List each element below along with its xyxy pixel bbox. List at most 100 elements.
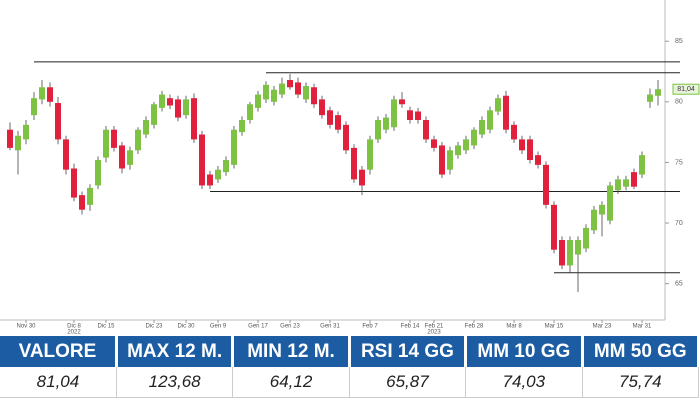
candle-body [631,172,637,187]
candle-body [319,99,325,116]
x-tick-label: Feb 28 [465,324,484,330]
candle-body [63,139,69,170]
candle-body [647,94,653,102]
candle-body [455,145,461,156]
x-year-label: 2023 [427,330,441,336]
candle-body [399,99,405,105]
table-cell: 64,12 [232,367,350,398]
header-cell: MAX 12 M. [116,336,235,367]
candle-body [367,139,373,170]
candle-body [407,110,413,120]
candle-body [343,124,349,151]
table-cell: 75,74 [582,367,700,398]
candle-body [207,174,213,186]
stats-table: VALORE MAX 12 M. MIN 12 M. RSI 14 GG MM 10 G… [0,336,700,398]
y-tick-label: 65 [675,280,683,287]
x-tick-label: Gen 31 [320,324,340,330]
candle-body [423,120,429,140]
candle-body [463,139,469,151]
candle-body [55,103,61,140]
candle-body [655,89,661,96]
y-tick-label: 70 [675,220,683,227]
header-cell: VALORE [0,336,118,367]
candle-body [111,129,117,148]
x-tick-label: Gen 17 [248,324,268,330]
candle-body [543,164,549,205]
candle-body [439,145,445,175]
candle-body [247,104,253,120]
candle-body [47,87,53,102]
candle-body [351,147,357,180]
candle-body [479,120,485,135]
candle-body [239,120,245,133]
table-row: 81,04 123,68 64,12 65,87 74,03 75,74 [0,367,700,398]
x-tick-label: Gen 23 [280,324,300,330]
y-tick-label: 75 [675,159,683,166]
candle-body [279,83,285,95]
candle-body [503,95,509,130]
x-tick-label: Dic 15 [97,324,115,330]
candle-body [551,204,557,250]
candle-body [375,120,381,140]
candle-body [335,115,341,130]
x-tick-label: Mar 15 [545,324,564,330]
candle-body [79,195,85,210]
candle-body [511,124,517,140]
candle-body [623,179,629,187]
x-tick-label: Feb 14 [401,324,420,330]
header-row: VALORE MAX 12 M. MIN 12 M. RSI 14 GG MM 10 G… [0,336,700,367]
candle-body [607,185,613,221]
x-tick-label: Dic 23 [145,324,163,330]
candle-body [231,129,237,165]
candle-body [135,129,141,151]
candle-body [495,98,501,112]
candle-body [175,99,181,118]
candle-body [303,86,309,100]
x-tick-label: Mar 23 [593,324,612,330]
candle-body [199,134,205,186]
candle-body [415,111,421,120]
candle-body [311,87,317,105]
candle-body [15,135,21,151]
table-body: 81,04 123,68 64,12 65,87 74,03 75,74 [0,367,700,398]
candle-body [431,139,437,148]
candle-body [103,129,109,158]
candle-body [127,150,133,165]
candle-body [447,150,453,170]
x-tick-label: Mar 31 [633,324,652,330]
x-tick-label: Dic 30 [177,324,195,330]
candle-body [215,169,221,180]
y-tick-label: 85 [675,38,683,45]
candle-body [183,99,189,116]
header-cell: MM 50 GG [582,336,700,367]
candle-body [255,94,261,108]
candle-body [535,155,541,165]
candle-body [71,168,77,198]
candle-body [23,124,29,140]
table-cell: 74,03 [465,367,583,398]
candle-body [527,139,533,160]
candle-body [287,80,293,88]
header-cell: RSI 14 GG [349,336,468,367]
candle-body [143,120,149,135]
candle-body [583,227,589,249]
candle-body [599,204,605,215]
candle-body [327,110,333,125]
candle-body [151,104,157,125]
x-tick-label: Feb 7 [362,324,378,330]
x-tick-label: Mar 8 [506,324,522,330]
y-tick-label: 80 [675,99,683,106]
candle-body [639,155,645,175]
x-tick-label: Feb 21 [425,324,444,330]
candle-body [223,160,229,173]
candle-body [383,117,389,130]
candle-body [575,240,581,255]
candle-body [591,209,597,231]
candle-body [39,87,45,100]
candle-body [359,169,365,186]
candle-body [31,98,37,116]
last-price-label: 81,04 [677,86,695,93]
last-price-box [672,83,700,95]
